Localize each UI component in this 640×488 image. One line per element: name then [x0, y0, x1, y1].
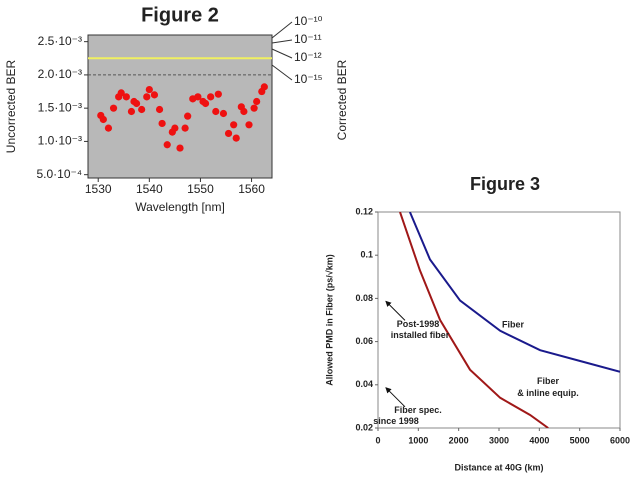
- chart: Figure 3 0.02 0.04 0.06 0.08 0.1 0.12 0 1000 2000…: [324, 174, 630, 473]
- annotation: Fiber spec.: [394, 405, 442, 415]
- x-tick-label: 4000: [529, 435, 549, 445]
- x-tick-label: 1560: [238, 182, 265, 196]
- annotation: 10⁻¹⁵: [294, 72, 323, 86]
- data-point: [109, 104, 118, 112]
- legend-line: Fiber: [537, 376, 560, 386]
- annotation-arrow: [385, 387, 406, 408]
- data-point: [253, 97, 261, 106]
- x-tick-label: 3000: [489, 435, 509, 445]
- annotation: 10⁻¹¹: [294, 32, 322, 46]
- data-point: [127, 107, 136, 116]
- chart: Figure 2 2.5·10⁻³ 2.0·10⁻³ 1.5·10⁻³ 1.0·10⁻³…: [4, 4, 349, 214]
- data-point: [201, 99, 210, 108]
- data-point: [240, 107, 248, 116]
- data-point: [176, 144, 184, 152]
- annotation: since 1998: [373, 416, 419, 426]
- x-tick-label: 6000: [610, 435, 630, 445]
- annotation-leader: [271, 48, 293, 59]
- y-axis-label: Allowed PMD in Fiber (ps/√km): [324, 254, 334, 385]
- x-tick-label: 5000: [570, 435, 590, 445]
- y-tick-label: 2.0·10⁻³: [38, 67, 82, 81]
- data-point: [163, 141, 171, 149]
- data-point: [117, 89, 125, 97]
- y-tick-label: 5.0·10⁻⁴: [36, 167, 82, 181]
- data-point: [104, 124, 113, 132]
- legend-line: & inline equip.: [517, 388, 579, 398]
- data-point: [212, 107, 220, 116]
- y-tick-label: 0.04: [355, 379, 373, 389]
- x-tick-label: 0: [375, 435, 380, 445]
- x-tick-label: 1540: [136, 182, 163, 196]
- data-point: [122, 93, 130, 101]
- data-point: [230, 121, 238, 129]
- data-point: [145, 85, 153, 94]
- y-tick-label: 0.1: [360, 250, 373, 260]
- data-point: [99, 115, 107, 124]
- annotation: 10⁻¹²: [294, 50, 322, 64]
- y-tick-label: 0.08: [355, 293, 373, 303]
- data-point: [143, 93, 151, 101]
- x-tick-label: 1550: [187, 182, 214, 196]
- annotation-leader: [271, 21, 293, 39]
- data-point: [138, 105, 146, 114]
- y-tick-label: 0.02: [355, 422, 373, 432]
- legend-label: Fiber & inline equip.: [517, 376, 579, 398]
- annotation: installed fiber: [391, 330, 450, 340]
- x-axis-label: Wavelength [nm]: [135, 200, 225, 214]
- data-point: [224, 129, 233, 138]
- data-point: [184, 112, 192, 120]
- data-point: [155, 105, 164, 114]
- data-point: [181, 124, 189, 132]
- data-point: [219, 109, 228, 118]
- annotation-arrow: [385, 300, 406, 321]
- annotation-leader: [271, 39, 293, 44]
- x-tick-label: 1530: [85, 182, 112, 196]
- data-point: [250, 104, 258, 112]
- chart-title: Figure 2: [141, 4, 219, 26]
- y-axis-label: Uncorrected BER: [4, 59, 18, 153]
- y2-axis-label: Corrected BER: [335, 59, 349, 140]
- data-point: [245, 121, 253, 129]
- y-tick-label: 2.5·10⁻³: [38, 34, 82, 48]
- annotation: 10⁻¹⁰: [294, 14, 323, 28]
- data-point: [232, 134, 240, 142]
- legend-label: Fiber: [502, 319, 525, 329]
- plot-area: [377, 211, 621, 429]
- data-point: [207, 93, 215, 101]
- y-tick-label: 1.0·10⁻³: [38, 134, 82, 148]
- data-point: [132, 99, 141, 108]
- data-point: [171, 124, 179, 132]
- data-point: [150, 91, 159, 99]
- annotation-leader: [271, 64, 293, 81]
- line-series: [399, 212, 549, 428]
- chart-title: Figure 3: [470, 174, 540, 194]
- y-tick-label: 0.06: [355, 336, 373, 346]
- data-point: [158, 119, 166, 128]
- line-series: [408, 212, 620, 373]
- data-point: [214, 90, 222, 98]
- data-point: [194, 93, 202, 101]
- annotation: Post-1998: [397, 319, 440, 329]
- x-tick-label: 2000: [449, 435, 469, 445]
- x-axis-label: Distance at 40G (km): [454, 462, 543, 472]
- y-tick-label: 0.12: [355, 206, 373, 216]
- data-point: [260, 83, 268, 91]
- y-tick-label: 1.5·10⁻³: [38, 100, 82, 114]
- x-tick-label: 1000: [408, 435, 428, 445]
